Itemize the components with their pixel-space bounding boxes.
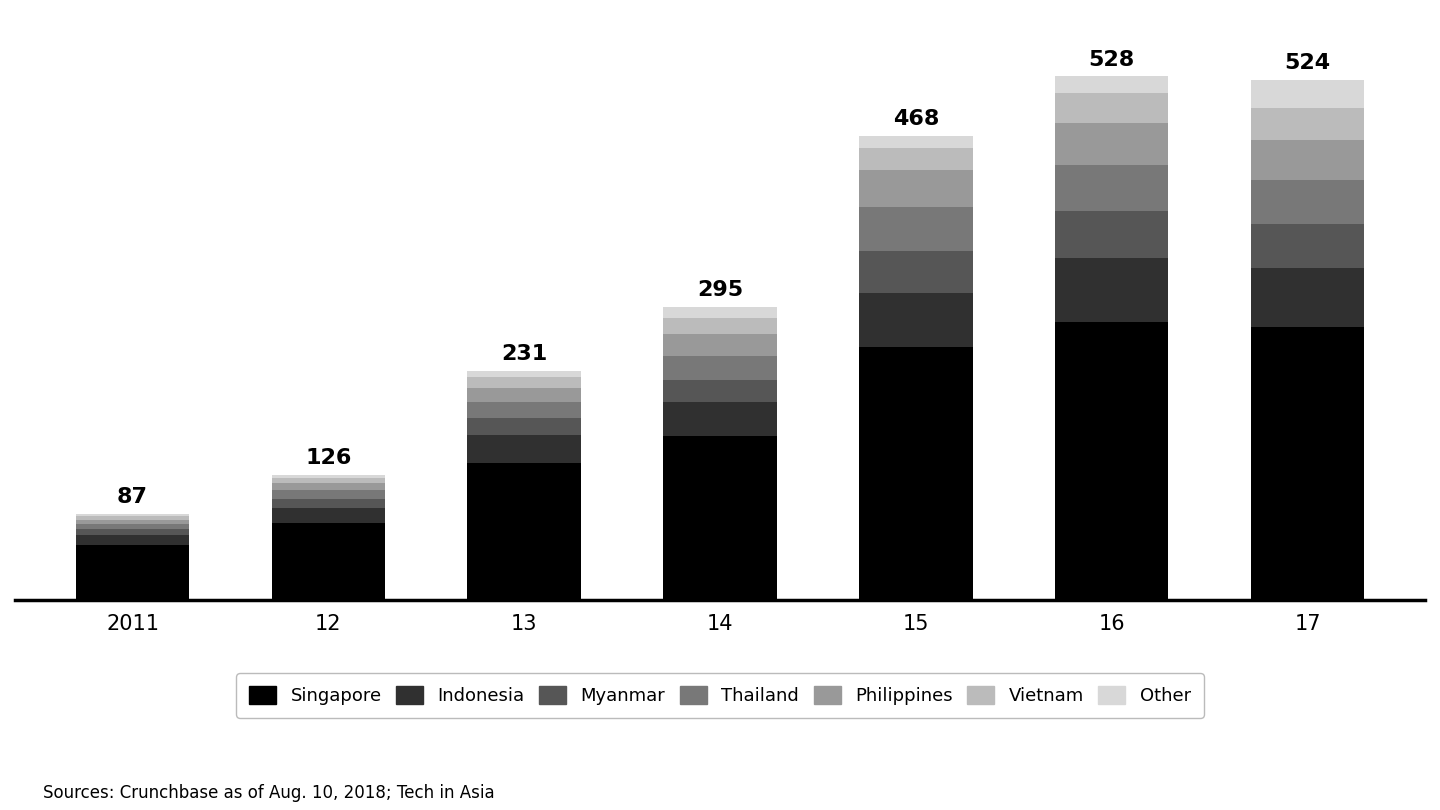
Bar (1056, 258, 1168, 322)
Bar (272, 483, 384, 490)
Bar (1056, 93, 1168, 123)
Bar (1056, 123, 1168, 164)
Bar (272, 522, 384, 600)
Bar (76, 545, 189, 600)
Bar (664, 335, 776, 356)
Text: 528: 528 (1089, 49, 1135, 70)
Bar (76, 530, 189, 535)
Bar (1251, 109, 1364, 140)
Bar (1251, 80, 1364, 109)
Bar (860, 136, 972, 148)
Bar (468, 377, 580, 388)
Bar (468, 435, 580, 463)
Bar (860, 347, 972, 600)
Text: 468: 468 (893, 109, 939, 129)
Bar (76, 514, 189, 516)
Bar (1251, 224, 1364, 268)
Bar (860, 169, 972, 207)
Bar (272, 508, 384, 522)
Bar (860, 207, 972, 251)
Bar (76, 535, 189, 545)
Bar (1251, 268, 1364, 327)
Bar (272, 475, 384, 478)
Bar (468, 463, 580, 600)
Bar (468, 402, 580, 419)
Bar (76, 519, 189, 523)
Bar (664, 437, 776, 600)
Bar (1056, 164, 1168, 211)
Bar (272, 490, 384, 499)
Text: Sources: Crunchbase as of Aug. 10, 2018; Tech in Asia: Sources: Crunchbase as of Aug. 10, 2018;… (43, 784, 495, 802)
Bar (76, 523, 189, 530)
Bar (468, 419, 580, 435)
Text: 87: 87 (117, 487, 148, 507)
Bar (1251, 327, 1364, 600)
Bar (1056, 322, 1168, 600)
Bar (860, 251, 972, 292)
Legend: Singapore, Indonesia, Myanmar, Thailand, Philippines, Vietnam, Other: Singapore, Indonesia, Myanmar, Thailand,… (236, 673, 1204, 718)
Bar (1056, 76, 1168, 93)
Text: 231: 231 (501, 344, 547, 364)
Bar (1056, 211, 1168, 258)
Text: 126: 126 (305, 448, 351, 468)
Bar (1251, 180, 1364, 224)
Bar (468, 371, 580, 377)
Bar (860, 292, 972, 347)
Bar (1251, 140, 1364, 180)
Bar (664, 356, 776, 380)
Text: 524: 524 (1284, 53, 1331, 74)
Bar (664, 318, 776, 335)
Bar (860, 148, 972, 169)
Bar (664, 308, 776, 318)
Bar (468, 388, 580, 402)
Bar (272, 478, 384, 483)
Bar (76, 516, 189, 519)
Bar (272, 499, 384, 508)
Text: 295: 295 (697, 280, 743, 301)
Bar (664, 402, 776, 437)
Bar (664, 380, 776, 402)
